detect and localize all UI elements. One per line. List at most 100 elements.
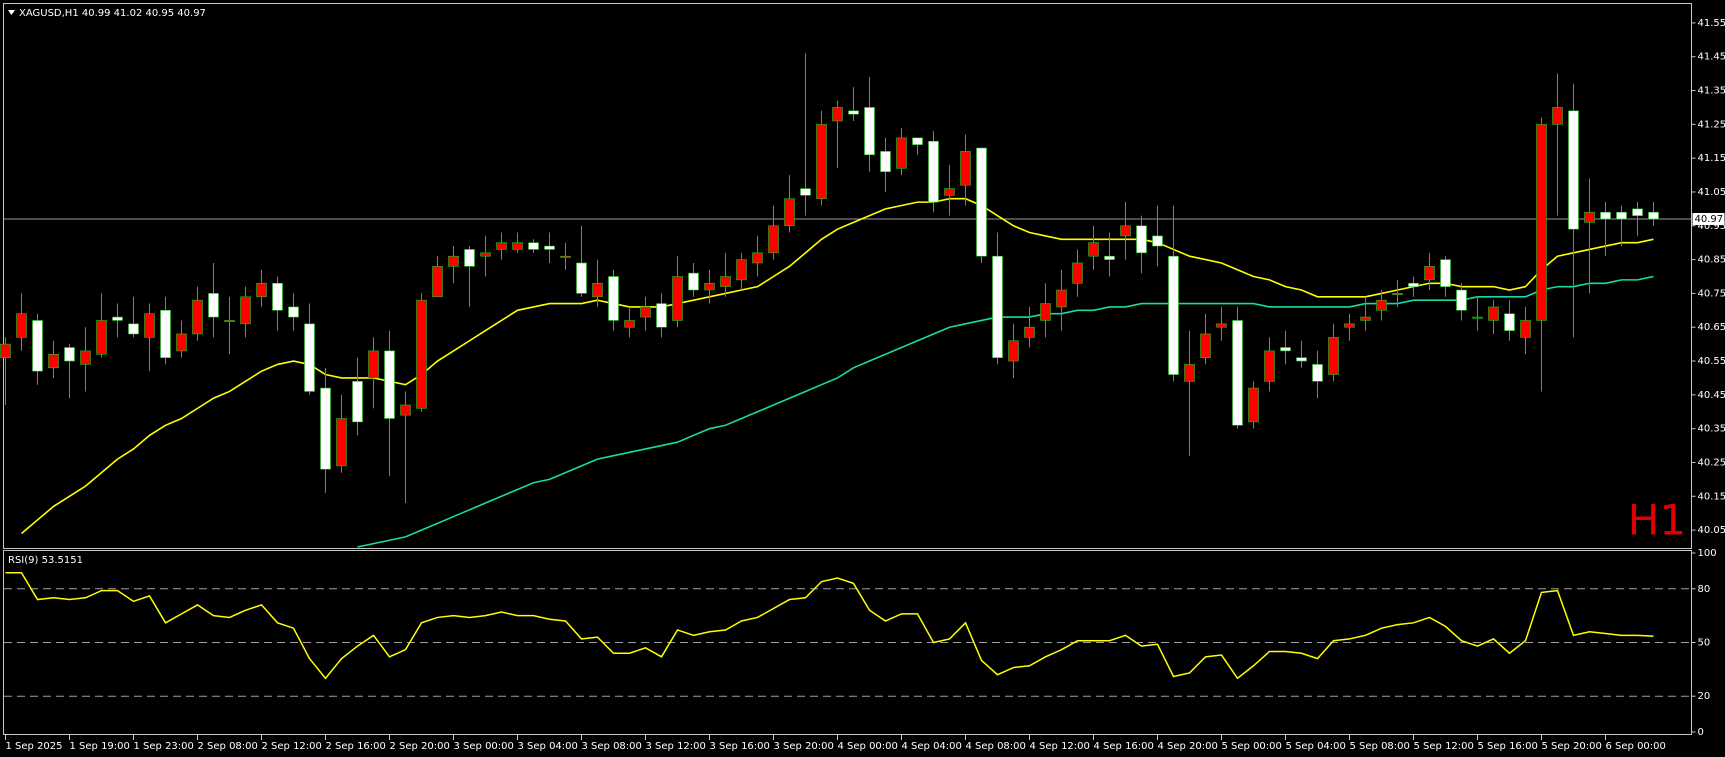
y-tick-label: 40.85 bbox=[1698, 255, 1725, 266]
x-tick-label: 3 Sep 04:00 bbox=[518, 741, 578, 752]
candle-body bbox=[1632, 208, 1643, 216]
candle-body bbox=[272, 282, 283, 311]
candle-body bbox=[672, 276, 683, 321]
x-tick-label: 5 Sep 08:00 bbox=[1350, 741, 1410, 752]
candle-body bbox=[16, 313, 27, 338]
candle-body bbox=[576, 262, 587, 294]
current-price-label: 40.97 bbox=[1695, 214, 1724, 225]
candle-body bbox=[1296, 357, 1307, 362]
candle-body bbox=[688, 272, 699, 291]
candle-body bbox=[1072, 262, 1083, 284]
candle-body bbox=[944, 188, 955, 196]
y-tick-label: 41.05 bbox=[1698, 187, 1725, 198]
y-tick-label: 100 bbox=[1698, 548, 1717, 559]
candle-body bbox=[1536, 124, 1547, 321]
candle-body bbox=[736, 259, 747, 281]
candle-body bbox=[1344, 323, 1355, 328]
candle-body bbox=[176, 333, 187, 352]
rsi-line bbox=[5, 571, 1654, 680]
candle-body bbox=[1488, 306, 1499, 321]
y-tick-label: 40.45 bbox=[1698, 390, 1725, 401]
x-tick-label: 2 Sep 08:00 bbox=[198, 741, 258, 752]
x-tick-label: 4 Sep 08:00 bbox=[966, 741, 1026, 752]
candle-body bbox=[1264, 350, 1275, 382]
candle-body bbox=[1312, 364, 1323, 382]
candle-body bbox=[864, 107, 875, 156]
y-tick-label: 40.05 bbox=[1698, 525, 1725, 536]
candle-body bbox=[976, 147, 987, 257]
candle-body bbox=[80, 350, 91, 365]
x-tick-label: 5 Sep 00:00 bbox=[1222, 741, 1282, 752]
candle-body bbox=[1104, 255, 1115, 260]
x-tick-label: 1 Sep 23:00 bbox=[134, 741, 194, 752]
candle-body bbox=[640, 306, 651, 318]
candle-body bbox=[208, 293, 219, 318]
y-tick-label: 80 bbox=[1698, 584, 1711, 595]
candle-body bbox=[1568, 110, 1579, 230]
candle-body bbox=[1440, 259, 1451, 287]
candle-body bbox=[128, 323, 139, 335]
y-tick-label: 41.35 bbox=[1698, 86, 1725, 97]
x-tick-label: 3 Sep 12:00 bbox=[646, 741, 706, 752]
candle-body bbox=[784, 198, 795, 227]
candle-body bbox=[720, 276, 731, 287]
candle-body bbox=[1120, 225, 1131, 237]
x-tick-label: 2 Sep 12:00 bbox=[262, 741, 322, 752]
x-tick-label: 4 Sep 04:00 bbox=[902, 741, 962, 752]
candle-body bbox=[1520, 320, 1531, 338]
candle-body bbox=[560, 255, 571, 258]
symbol-header: XAGUSD,H1 40.99 41.02 40.95 40.97 bbox=[19, 8, 206, 19]
candle-body bbox=[1456, 289, 1467, 311]
candle-body bbox=[448, 255, 459, 267]
candle-body bbox=[1360, 316, 1371, 321]
y-tick-label: 40.25 bbox=[1698, 457, 1725, 468]
candle-body bbox=[240, 296, 251, 325]
candle-body bbox=[192, 299, 203, 335]
candle-body bbox=[1584, 211, 1595, 223]
x-tick-label: 5 Sep 16:00 bbox=[1478, 741, 1538, 752]
candle-body bbox=[1408, 282, 1419, 287]
candle-body bbox=[464, 249, 475, 267]
candle-body bbox=[1152, 235, 1163, 247]
candle-body bbox=[352, 381, 363, 423]
x-tick-label: 5 Sep 12:00 bbox=[1414, 741, 1474, 752]
rsi-header: RSI(9) 53.5151 bbox=[8, 555, 83, 566]
y-tick-label: 40.95 bbox=[1698, 221, 1725, 232]
candle-body bbox=[1648, 211, 1659, 220]
candle-body bbox=[528, 242, 539, 250]
candle-body bbox=[832, 107, 843, 122]
candle-body bbox=[768, 225, 779, 254]
candle-body bbox=[624, 320, 635, 328]
x-tick-label: 5 Sep 20:00 bbox=[1542, 741, 1602, 752]
y-tick-label: 40.55 bbox=[1698, 356, 1725, 367]
candle-body bbox=[656, 303, 667, 328]
candle-body bbox=[288, 306, 299, 318]
candle-body bbox=[1216, 323, 1227, 328]
candle-body bbox=[0, 343, 11, 358]
menu-triangle[interactable] bbox=[8, 10, 15, 15]
candle-body bbox=[256, 282, 267, 298]
candle-body bbox=[1008, 340, 1019, 362]
x-tick-label: 4 Sep 00:00 bbox=[838, 741, 898, 752]
candle-body bbox=[304, 323, 315, 392]
candle-body bbox=[1136, 225, 1147, 254]
y-tick-label: 20 bbox=[1698, 691, 1711, 702]
candle-body bbox=[64, 347, 75, 362]
x-tick-label: 2 Sep 16:00 bbox=[326, 741, 386, 752]
x-tick-label: 3 Sep 08:00 bbox=[582, 741, 642, 752]
x-tick-label: 3 Sep 20:00 bbox=[774, 741, 834, 752]
candle-body bbox=[336, 418, 347, 467]
candle-body bbox=[32, 320, 43, 372]
y-tick-label: 40.65 bbox=[1698, 322, 1725, 333]
candle-body bbox=[912, 137, 923, 145]
x-tick-label: 3 Sep 00:00 bbox=[454, 741, 514, 752]
candle-body bbox=[1040, 303, 1051, 321]
x-tick-label: 6 Sep 00:00 bbox=[1606, 741, 1666, 752]
y-tick-label: 41.15 bbox=[1698, 153, 1725, 164]
candle-body bbox=[1424, 266, 1435, 281]
x-tick-label: 3 Sep 16:00 bbox=[710, 741, 770, 752]
y-tick-label: 41.55 bbox=[1698, 18, 1725, 29]
candle-body bbox=[368, 350, 379, 379]
